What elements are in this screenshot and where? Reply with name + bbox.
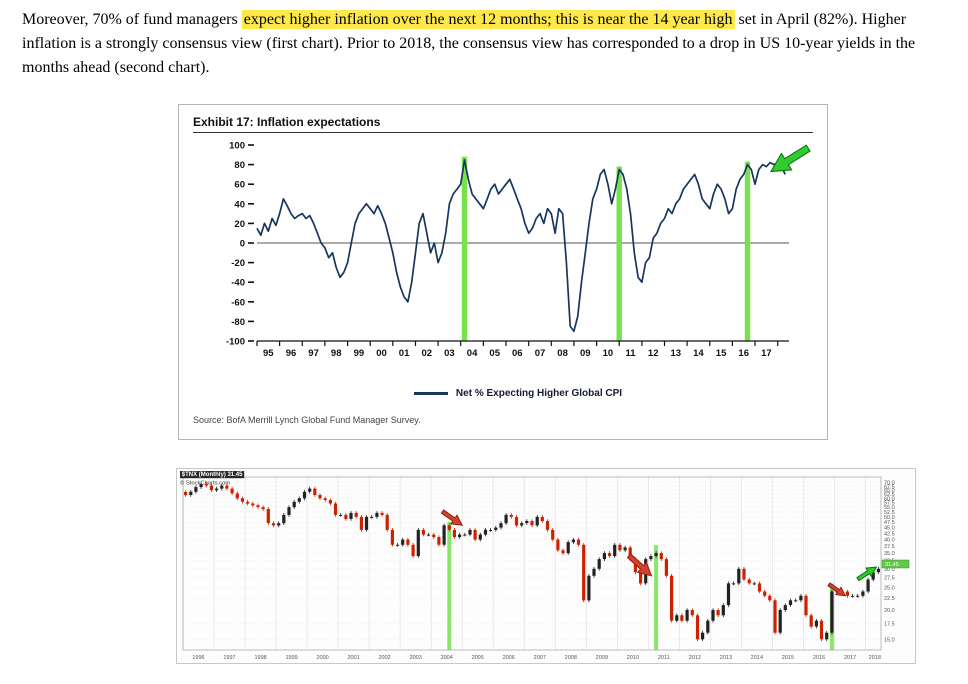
svg-text:00: 00 <box>376 348 387 359</box>
svg-text:95: 95 <box>263 348 274 359</box>
svg-text:2007: 2007 <box>534 655 546 661</box>
legend-label: Net % Expecting Higher Global CPI <box>455 388 623 399</box>
svg-text:35.0: 35.0 <box>884 551 895 557</box>
commentary-paragraph: Moreover, 70% of fund managers expect hi… <box>22 8 948 80</box>
svg-text:2001: 2001 <box>347 655 359 661</box>
svg-text:40: 40 <box>234 199 245 210</box>
svg-text:27.5: 27.5 <box>884 576 895 582</box>
svg-text:1999: 1999 <box>285 655 297 661</box>
svg-text:25.0: 25.0 <box>884 585 895 591</box>
svg-text:1996: 1996 <box>192 655 204 661</box>
svg-text:05: 05 <box>489 348 500 359</box>
chart-legend: Net % Expecting Higher Global CPI <box>193 388 813 399</box>
svg-text:2012: 2012 <box>689 655 701 661</box>
svg-text:98: 98 <box>331 348 342 359</box>
legend-line-swatch <box>413 392 448 395</box>
svg-text:2000: 2000 <box>316 655 328 661</box>
svg-text:100: 100 <box>229 141 245 152</box>
svg-text:2003: 2003 <box>410 655 422 661</box>
svg-text:2009: 2009 <box>596 655 608 661</box>
svg-text:2002: 2002 <box>378 655 390 661</box>
svg-text:55.0: 55.0 <box>884 505 895 511</box>
svg-text:50.0: 50.0 <box>884 515 895 521</box>
svg-text:67.5: 67.5 <box>884 484 895 490</box>
svg-text:99: 99 <box>354 348 365 359</box>
exhibit-title: Exhibit 17: Inflation expectations <box>193 115 813 133</box>
svg-text:30.0: 30.0 <box>884 567 895 573</box>
svg-text:45.0: 45.0 <box>884 526 895 532</box>
paragraph-text-post: set in April (82%). Higher inflation is … <box>22 11 916 76</box>
svg-text:1998: 1998 <box>254 655 266 661</box>
paragraph-text-pre: Moreover, 70% of fund managers <box>22 11 242 28</box>
svg-text:42.5: 42.5 <box>884 531 895 537</box>
svg-text:17.5: 17.5 <box>884 622 895 628</box>
tnx-candlestick-chart: 15.017.520.022.525.027.530.032.535.037.5… <box>177 469 915 663</box>
svg-text:60.0: 60.0 <box>884 496 895 502</box>
svg-text:2004: 2004 <box>441 655 453 661</box>
svg-text:02: 02 <box>422 348 433 359</box>
svg-text:12: 12 <box>648 348 659 359</box>
svg-text:2008: 2008 <box>565 655 577 661</box>
svg-text:65.0: 65.0 <box>884 488 895 494</box>
svg-text:-40: -40 <box>231 278 245 289</box>
svg-text:2017: 2017 <box>844 655 856 661</box>
svg-text:40.0: 40.0 <box>884 538 895 544</box>
svg-text:03: 03 <box>444 348 455 359</box>
svg-text:17: 17 <box>761 348 772 359</box>
svg-text:20.0: 20.0 <box>884 608 895 614</box>
svg-text:0: 0 <box>240 239 245 250</box>
svg-text:-100: -100 <box>226 337 245 348</box>
svg-text:14: 14 <box>693 348 704 359</box>
svg-text:1997: 1997 <box>223 655 235 661</box>
tnx-symbol-label: $TNX (Monthly) 31.45 <box>180 471 245 479</box>
tnx-chart-panel: 15.017.520.022.525.027.530.032.535.037.5… <box>176 468 916 664</box>
source-note: Source: BofA Merrill Lynch Global Fund M… <box>193 415 421 425</box>
stockcharts-credit: © StockCharts.com <box>180 480 231 487</box>
svg-text:-80: -80 <box>231 317 245 328</box>
svg-text:09: 09 <box>580 348 591 359</box>
svg-text:60: 60 <box>234 180 245 191</box>
svg-text:37.5: 37.5 <box>884 544 895 550</box>
svg-text:20: 20 <box>234 219 245 230</box>
svg-text:13: 13 <box>671 348 682 359</box>
svg-text:2013: 2013 <box>720 655 732 661</box>
svg-text:04: 04 <box>467 348 478 359</box>
svg-text:2011: 2011 <box>658 655 670 661</box>
highlighted-text: expect higher inflation over the next 12… <box>241 10 735 29</box>
svg-text:22.5: 22.5 <box>884 596 895 602</box>
svg-text:15: 15 <box>716 348 727 359</box>
svg-text:62.5: 62.5 <box>884 492 895 498</box>
svg-text:11: 11 <box>625 348 636 359</box>
svg-text:16: 16 <box>738 348 749 359</box>
svg-text:96: 96 <box>286 348 297 359</box>
svg-text:97: 97 <box>308 348 319 359</box>
exhibit-17-panel: Exhibit 17: Inflation expectations 100 80… <box>178 104 828 440</box>
svg-text:08: 08 <box>557 348 568 359</box>
svg-text:2005: 2005 <box>472 655 484 661</box>
svg-text:2010: 2010 <box>627 655 639 661</box>
svg-text:52.5: 52.5 <box>884 510 895 516</box>
svg-text:2006: 2006 <box>503 655 515 661</box>
svg-text:10: 10 <box>603 348 614 359</box>
svg-text:2014: 2014 <box>751 655 763 661</box>
svg-text:80: 80 <box>234 160 245 171</box>
svg-text:2015: 2015 <box>782 655 794 661</box>
svg-text:47.5: 47.5 <box>884 520 895 526</box>
svg-text:-60: -60 <box>231 297 245 308</box>
svg-text:31.45: 31.45 <box>885 562 899 568</box>
svg-text:57.5: 57.5 <box>884 501 895 507</box>
svg-text:2016: 2016 <box>813 655 825 661</box>
svg-text:70.0: 70.0 <box>884 481 895 487</box>
svg-text:2018: 2018 <box>869 655 881 661</box>
svg-text:-20: -20 <box>231 258 245 269</box>
svg-text:07: 07 <box>535 348 546 359</box>
svg-text:15.0: 15.0 <box>884 637 895 643</box>
svg-text:06: 06 <box>512 348 523 359</box>
svg-text:01: 01 <box>399 348 410 359</box>
